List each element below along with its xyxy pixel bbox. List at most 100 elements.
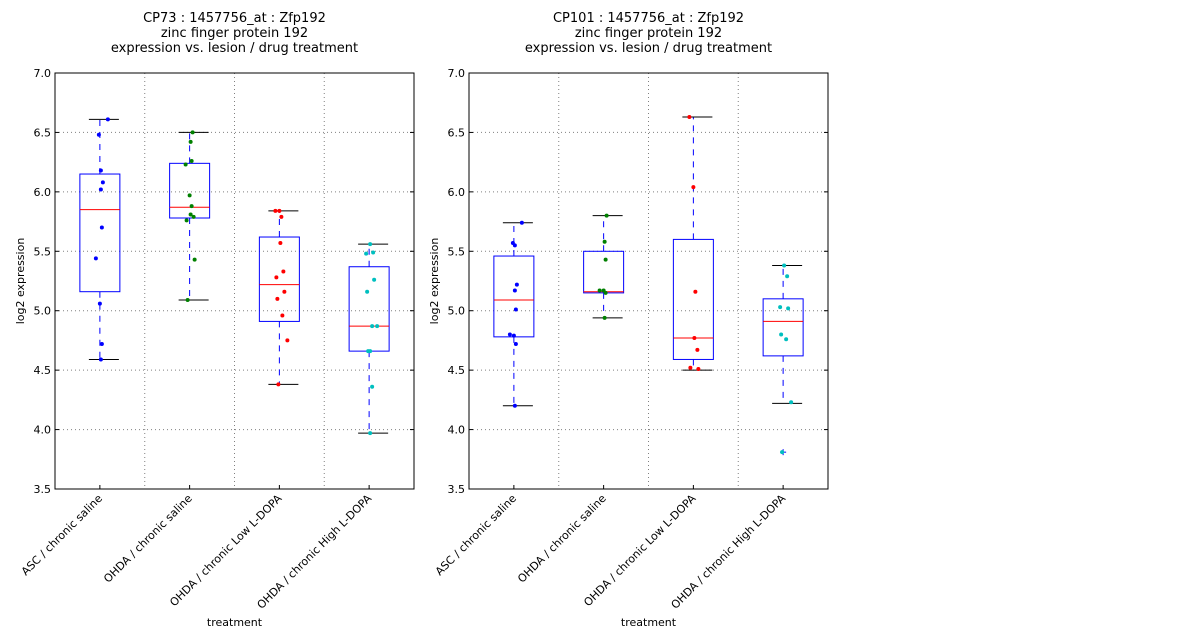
- box-iqr: [762, 298, 804, 357]
- data-point: [276, 382, 281, 387]
- data-point: [99, 225, 104, 230]
- y-tick-label: 6.0: [34, 186, 52, 199]
- data-point: [368, 431, 373, 436]
- box-group: [672, 114, 714, 371]
- x-tick-label: OHDA / chronic saline: [101, 492, 195, 586]
- chart-title-line: zinc finger protein 192: [161, 26, 308, 41]
- data-point: [784, 337, 789, 342]
- data-point: [785, 274, 790, 279]
- data-point: [371, 250, 376, 255]
- box-group: [348, 242, 390, 436]
- data-point: [511, 333, 516, 338]
- data-point: [370, 384, 375, 389]
- y-tick-label: 4.0: [34, 424, 52, 437]
- data-point: [372, 277, 377, 282]
- x-tick-label: ASC / chronic saline: [19, 492, 105, 578]
- chart-panel-2: CP101 : 1457756_at : Zfp192 zinc finger p…: [428, 11, 829, 629]
- y-tick-label: 4.5: [34, 364, 52, 377]
- box-group: [762, 263, 804, 456]
- y-tick-label: 4.0: [448, 424, 466, 437]
- y-tick-label: 3.5: [448, 483, 466, 496]
- data-point: [96, 132, 101, 137]
- data-point: [786, 306, 791, 311]
- data-point: [789, 400, 794, 405]
- box-iqr: [672, 238, 714, 360]
- data-point: [273, 208, 278, 213]
- data-point: [779, 332, 784, 337]
- data-point: [375, 324, 380, 329]
- data-point: [602, 239, 607, 244]
- x-tick-label: ASC / chronic saline: [433, 492, 519, 578]
- data-point: [365, 289, 370, 294]
- box-iqr: [258, 236, 300, 322]
- box-group: [583, 213, 625, 320]
- data-point: [512, 403, 517, 408]
- box-group: [169, 130, 211, 303]
- data-point: [187, 193, 192, 198]
- chart-panel-1: CP73 : 1457756_at : Zfp192 zinc finger pr…: [14, 11, 415, 629]
- data-point: [778, 305, 783, 310]
- data-point: [519, 220, 524, 225]
- data-point: [597, 288, 602, 293]
- data-point: [696, 366, 701, 371]
- box-iqr: [169, 162, 211, 219]
- y-tick-label: 7.0: [34, 67, 52, 80]
- chart-title-line: expression vs. lesion / drug treatment: [525, 41, 772, 56]
- data-point: [189, 204, 194, 209]
- data-point: [184, 218, 189, 223]
- data-point: [604, 213, 609, 218]
- chart-title-line: CP101 : 1457756_at : Zfp192: [553, 11, 744, 26]
- data-point: [93, 256, 98, 261]
- x-axis-label: treatment: [207, 616, 263, 629]
- y-tick-label: 5.5: [448, 245, 466, 258]
- data-point: [105, 117, 110, 122]
- box-iqr: [348, 266, 390, 352]
- y-axis-label: log2 expression: [428, 238, 441, 325]
- x-tick-label: OHDA / chronic saline: [515, 492, 609, 586]
- data-point: [190, 130, 195, 135]
- data-point: [188, 212, 193, 217]
- plot-frame: [54, 72, 415, 490]
- data-point: [512, 288, 517, 293]
- y-tick-label: 4.5: [448, 364, 466, 377]
- data-point: [688, 365, 693, 370]
- data-point: [98, 357, 103, 362]
- chart-title: CP73 : 1457756_at : Zfp192 zinc finger pr…: [111, 11, 358, 56]
- data-point: [691, 185, 696, 190]
- data-point: [692, 336, 697, 341]
- data-point: [368, 349, 373, 354]
- data-point: [192, 257, 197, 262]
- y-tick-label: 5.0: [34, 305, 52, 318]
- data-point: [191, 214, 196, 219]
- data-point: [603, 290, 608, 295]
- y-tick-label: 6.0: [448, 186, 466, 199]
- data-point: [274, 275, 279, 280]
- box-group: [79, 117, 121, 362]
- box-iqr: [79, 173, 121, 293]
- y-tick-label: 5.0: [448, 305, 466, 318]
- data-point: [602, 315, 607, 320]
- x-axis-label: treatment: [621, 616, 677, 629]
- box-group: [258, 208, 300, 387]
- data-point: [280, 313, 285, 318]
- data-point: [97, 301, 102, 306]
- data-point: [364, 251, 369, 256]
- data-point: [275, 296, 280, 301]
- data-point: [514, 282, 519, 287]
- data-point: [513, 307, 518, 312]
- y-tick-label: 3.5: [34, 483, 52, 496]
- chart-title: CP101 : 1457756_at : Zfp192 zinc finger p…: [525, 11, 772, 56]
- data-point: [99, 341, 104, 346]
- chart-title-line: expression vs. lesion / drug treatment: [111, 41, 358, 56]
- data-point: [279, 214, 284, 219]
- y-axis-label: log2 expression: [14, 238, 27, 325]
- y-tick-label: 6.5: [448, 126, 466, 139]
- data-point: [780, 450, 785, 455]
- data-point: [185, 298, 190, 303]
- data-point: [98, 187, 103, 192]
- data-point: [282, 289, 287, 294]
- data-point: [188, 139, 193, 144]
- y-tick-label: 7.0: [448, 67, 466, 80]
- data-point: [693, 289, 698, 294]
- data-point: [277, 208, 282, 213]
